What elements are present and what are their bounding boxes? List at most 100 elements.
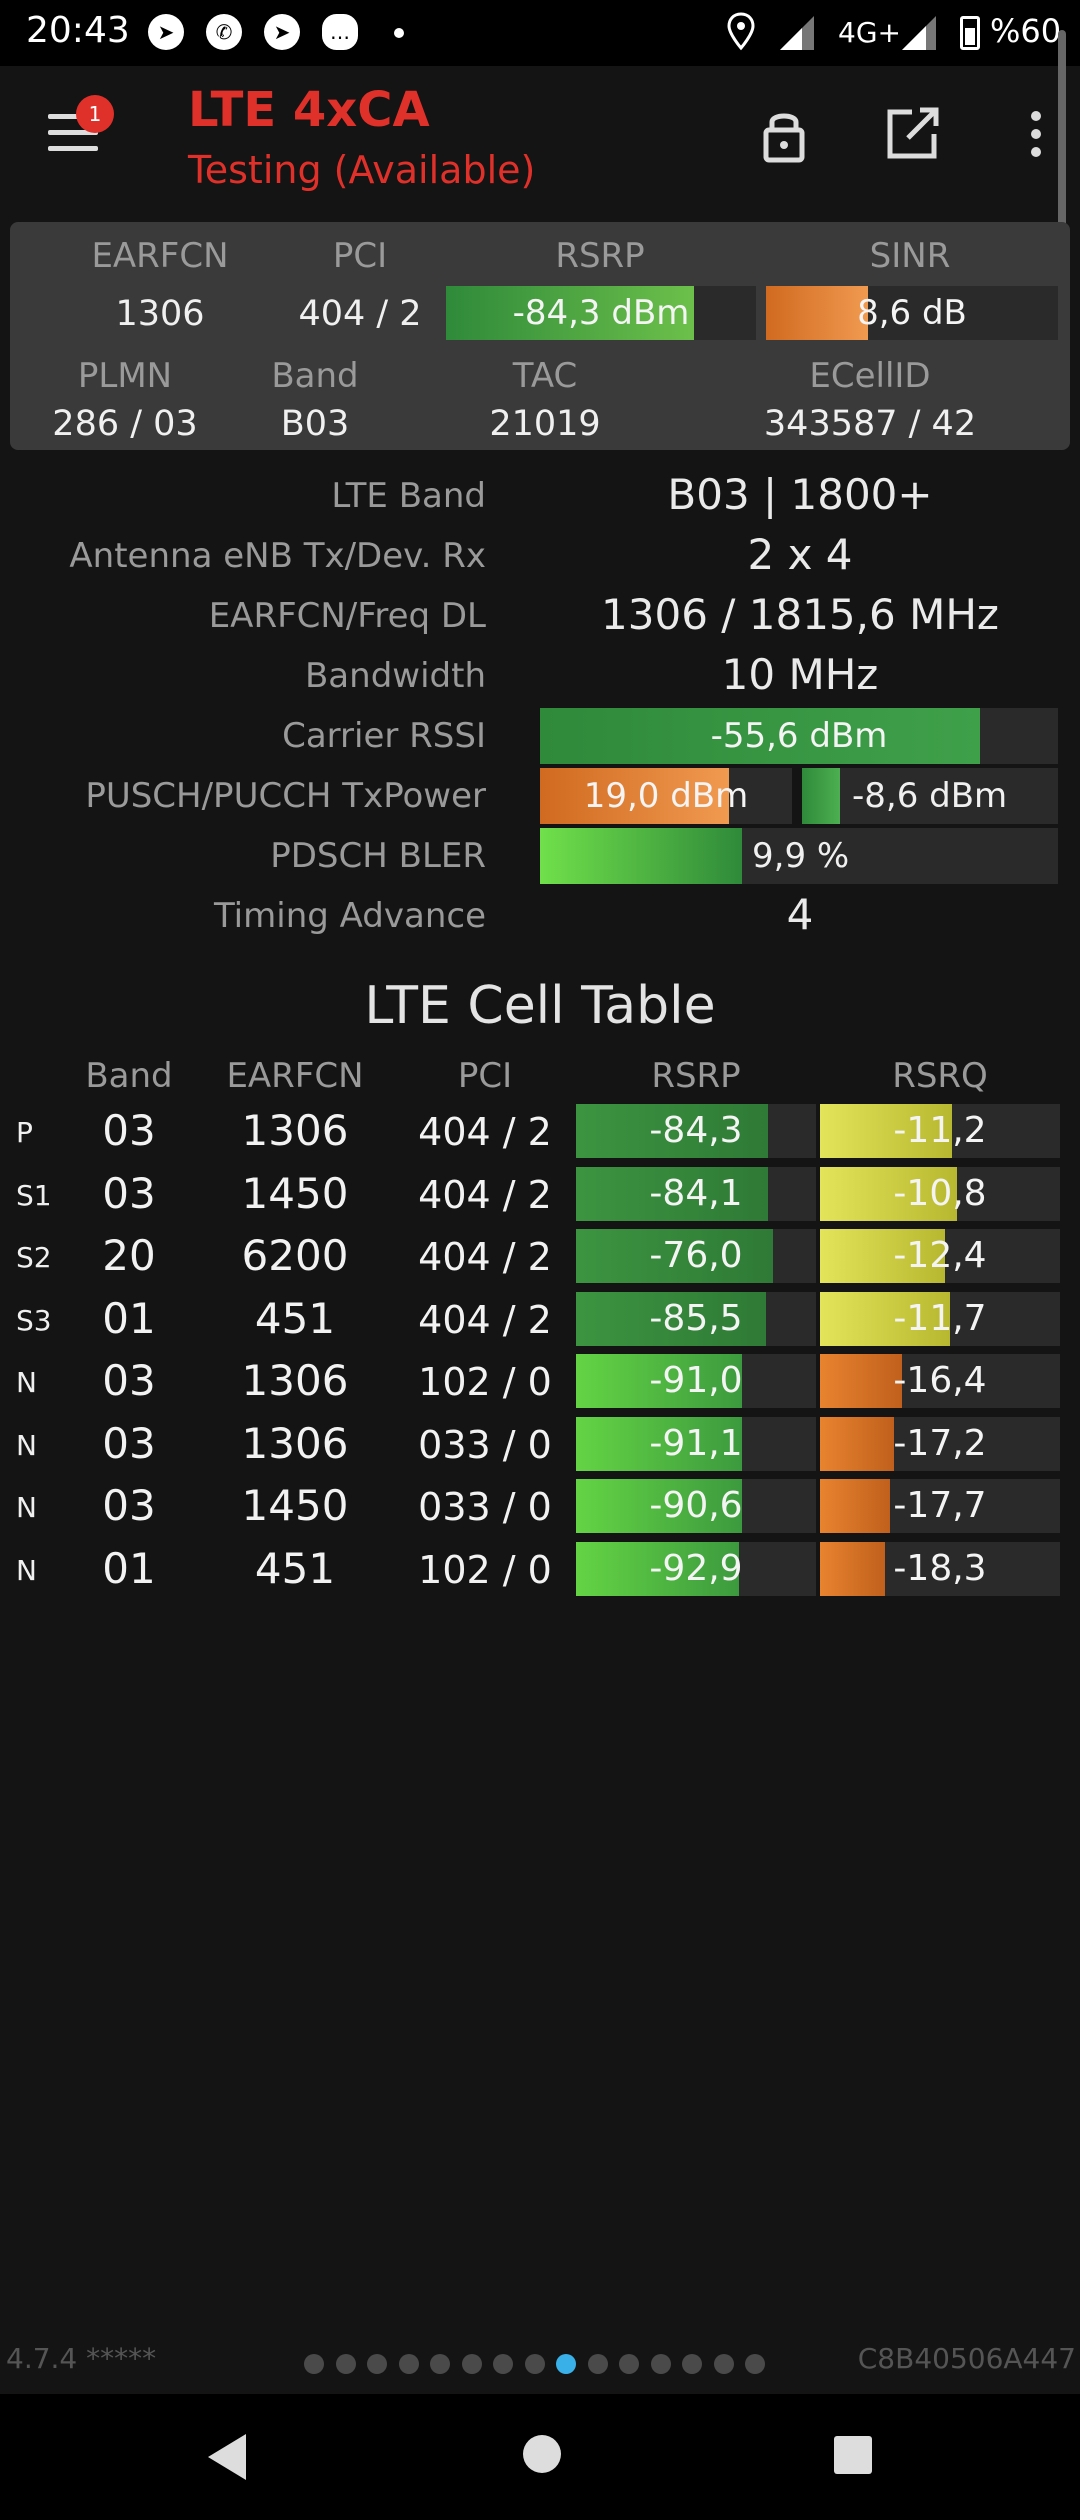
cell-band: 03 [102,1356,156,1405]
page-dot[interactable] [462,2354,482,2374]
cell-type: N [16,1491,37,1524]
antenna-label: Antenna eNB Tx/Dev. Rx [69,536,486,576]
open-external-icon[interactable] [882,104,942,164]
more-options-icon[interactable] [1006,104,1066,164]
cell-rsrp-fill [576,1292,766,1346]
cell-type: P [16,1116,33,1149]
pucch-fill [802,768,841,824]
bandwidth-value: 10 MHz [721,650,879,699]
home-icon[interactable] [520,2432,564,2476]
rsrp-meter-fill [446,286,694,340]
cell-table-title: LTE Cell Table [364,976,716,1036]
pdsch-bler-value: 9,9 % [752,836,850,876]
page-dot[interactable] [525,2354,545,2374]
cell-rsrq-fill [820,1354,902,1408]
pdsch-bler-fill [540,828,743,884]
pusch-value: 19,0 dBm [583,776,749,816]
page-dot[interactable] [430,2354,450,2374]
page-dot[interactable] [336,2354,356,2374]
cell-earfcn: 1450 [241,1481,349,1530]
chat-bubble-icon: … [322,14,358,50]
page-dot[interactable] [619,2354,639,2374]
cell-rsrq-meter: -12,4 [820,1229,1060,1283]
cell-rsrq-meter: -17,7 [820,1479,1060,1533]
cell-rsrp-meter: -76,0 [576,1229,816,1283]
cell-rsrq-fill [820,1292,950,1346]
cell-pci: 404 / 2 [418,1173,552,1217]
page-dot[interactable] [714,2354,734,2374]
cell-type: S2 [16,1241,52,1274]
lte-band-label: LTE Band [331,476,486,516]
carrier-rssi-meter: -55,6 dBm [540,708,1058,764]
rsrp-value: -84,3 dBm [512,293,690,333]
pci-value: 404 / 2 [298,294,422,334]
cell-rsrq-fill [820,1479,890,1533]
pusch-meter: 19,0 dBm [540,768,792,824]
cell-rsrp-fill [576,1104,768,1158]
ecellid-label: ECellID [809,356,931,396]
cell-rsrq-meter: -11,2 [820,1104,1060,1158]
cell-earfcn: 451 [254,1294,336,1343]
bandwidth-label: Bandwidth [304,656,486,696]
page-dot[interactable] [304,2354,324,2374]
dot-icon [394,28,404,38]
cell-band: 01 [102,1294,156,1343]
cell-pci: 404 / 2 [418,1235,552,1279]
cell-rsrp-meter: -84,1 [576,1167,816,1221]
sinr-meter: 8,6 dB [766,286,1058,340]
rsrp-label: RSRP [555,236,645,276]
page-dot[interactable] [682,2354,702,2374]
page-dot[interactable] [399,2354,419,2374]
pusch-fill [540,768,729,824]
cell-band: 20 [102,1231,156,1280]
lock-icon[interactable] [754,104,814,164]
cell-rsrq-value: -10,8 [893,1173,987,1214]
pucch-meter: -8,6 dBm [802,768,1058,824]
battery-icon [960,16,980,50]
sinr-meter-fill [766,286,869,340]
page-dot[interactable] [745,2354,765,2374]
cell-earfcn: 1450 [241,1169,349,1218]
cell-rsrq-fill [820,1542,885,1596]
timing-advance-label: Timing Advance [213,896,486,936]
whatsapp-icon: ✆ [206,14,242,50]
scrollbar[interactable] [1058,30,1066,320]
band-label: Band [271,356,359,396]
col-header-band: Band [85,1056,173,1096]
band-value: B03 [280,404,350,444]
cell-type: S3 [16,1304,52,1337]
cell-rsrq-meter: -11,7 [820,1292,1060,1346]
cell-pci: 102 / 0 [418,1360,552,1404]
signal-icon [780,16,814,50]
page-dot[interactable] [367,2354,387,2374]
earfcn-freq-label: EARFCN/Freq DL [208,596,486,636]
carrier-rssi-value: -55,6 dBm [710,716,888,756]
back-icon[interactable] [206,2432,250,2482]
cell-pci: 404 / 2 [418,1298,552,1342]
recents-icon[interactable] [832,2434,874,2476]
cell-rsrp-value: -90,6 [649,1485,743,1526]
cell-rsrp-fill [576,1479,742,1533]
cell-rsrq-value: -17,2 [893,1423,987,1464]
location-icon [727,12,755,51]
cell-rsrq-value: -12,4 [893,1235,987,1276]
menu-icon [48,114,98,119]
telegram-icon: ➤ [148,14,184,50]
col-header-rsrp: RSRP [651,1056,741,1096]
cell-type: S1 [16,1179,52,1212]
page-dot[interactable] [588,2354,608,2374]
txpower-label: PUSCH/PUCCH TxPower [85,776,486,816]
col-header-pci: PCI [457,1056,513,1096]
page-dot[interactable] [556,2354,576,2374]
lte-band-value: B03 | 1800+ [667,470,933,519]
cell-rsrp-value: -92,9 [649,1548,743,1589]
signal-icon [902,16,936,50]
cell-band: 03 [102,1106,156,1155]
page-dot[interactable] [493,2354,513,2374]
status-time: 20:43 [26,10,130,51]
cell-rsrp-meter: -91,0 [576,1354,816,1408]
menu-button[interactable] [40,110,108,162]
page-dot[interactable] [651,2354,671,2374]
app-subtitle: Testing (Available) [188,148,536,192]
plmn-label: PLMN [77,356,173,396]
